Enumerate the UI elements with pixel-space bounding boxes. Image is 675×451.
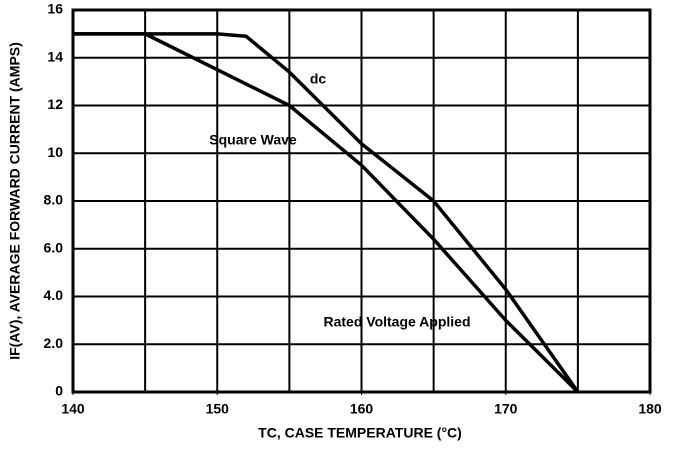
- annotation: Rated Voltage Applied: [323, 314, 470, 330]
- x-tick-label: 140: [61, 401, 85, 417]
- y-tick-label: 16: [47, 1, 63, 17]
- x-tick-label: 170: [494, 401, 518, 417]
- y-tick-label: 6.0: [44, 239, 64, 255]
- series-line: [73, 32, 580, 394]
- y-tick-label: 8.0: [44, 192, 64, 208]
- x-axis-label: TC, CASE TEMPERATURE (°C): [258, 425, 462, 441]
- y-tick-label: 4.0: [44, 287, 64, 303]
- series-label: dc: [310, 71, 327, 87]
- y-tick-label: 14: [47, 48, 63, 64]
- y-axis-label: IF(AV), AVERAGE FORWARD CURRENT (AMPS): [7, 42, 23, 360]
- series-label: Square Wave: [209, 132, 297, 148]
- y-tick-label: 10: [47, 144, 63, 160]
- x-tick-label: 180: [638, 401, 662, 417]
- series-line: [73, 32, 580, 394]
- y-tick-label: 12: [47, 96, 63, 112]
- y-tick-label: 0: [55, 383, 63, 399]
- y-tick-label: 2.0: [44, 335, 64, 351]
- x-tick-label: 160: [350, 401, 374, 417]
- x-tick-label: 150: [206, 401, 230, 417]
